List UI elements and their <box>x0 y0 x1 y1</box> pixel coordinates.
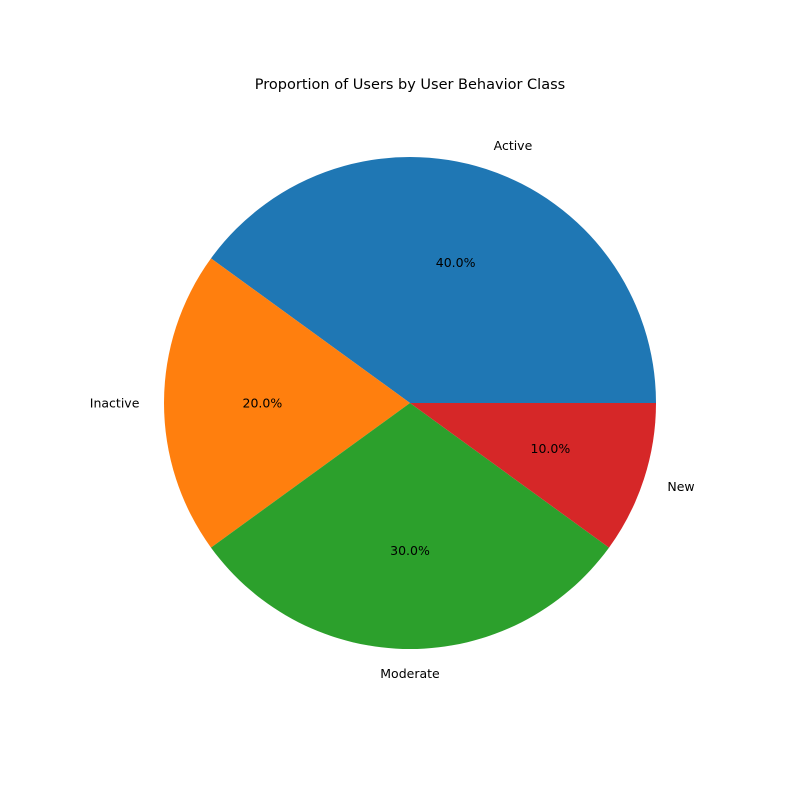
slice-label-moderate: Moderate <box>380 666 440 681</box>
slice-percent-moderate: 30.0% <box>390 543 430 558</box>
slice-label-active: Active <box>494 138 533 153</box>
slice-percent-new: 10.0% <box>531 441 571 456</box>
slice-label-new: New <box>667 479 694 494</box>
slice-percent-inactive: 20.0% <box>243 396 283 411</box>
chart-title: Proportion of Users by User Behavior Cla… <box>255 77 565 93</box>
pie-labels: Active 40.0% Inactive 20.0% Moderate 30.0% New… <box>90 138 695 681</box>
pie-slice-inactive <box>164 258 410 548</box>
slice-percent-active: 40.0% <box>436 255 476 270</box>
pie-slices <box>164 157 657 649</box>
slice-label-inactive: Inactive <box>90 396 140 411</box>
pie-slice-moderate <box>210 403 610 649</box>
pie-slice-active <box>210 157 657 403</box>
pie-slice-new <box>410 403 656 548</box>
